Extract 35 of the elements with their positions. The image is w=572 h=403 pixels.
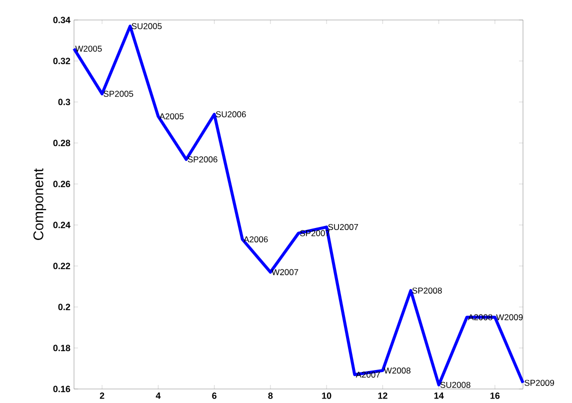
- annotation: SP2008: [412, 288, 442, 294]
- annotation: SU2006: [216, 111, 246, 118]
- annotation: SU2007: [328, 224, 358, 230]
- annotation: W2008: [384, 368, 410, 374]
- y-tick-label: 0.28: [53, 140, 70, 146]
- annotation: A2008: [468, 314, 492, 320]
- y-tick-label: 0.16: [53, 386, 70, 392]
- line-series: [72, 24, 524, 386]
- x-tick-label: 12: [378, 392, 388, 399]
- annotation: SP2005: [104, 90, 134, 97]
- x-tick-label: 2: [100, 392, 104, 399]
- y-tick-label: 0.3: [58, 98, 70, 106]
- x-tick-label: 10: [322, 392, 332, 399]
- x-tick-label: 16: [490, 392, 500, 399]
- x-tick-label: 8: [268, 392, 273, 399]
- x-tick-label: 6: [212, 392, 216, 399]
- y-tick-label: 0.22: [53, 262, 70, 270]
- x-tick-label: 14: [434, 392, 444, 399]
- annotation: W2007: [272, 269, 298, 276]
- y-tick-label: 0.26: [53, 180, 70, 188]
- y-tick-label: 0.2: [58, 304, 70, 310]
- annotation: SP2006: [188, 156, 218, 162]
- annotation: SU2005: [132, 23, 162, 30]
- y-tick-label: 0.32: [53, 58, 70, 64]
- annotation: SP2009: [524, 380, 554, 386]
- annotation: SU2008: [440, 382, 470, 388]
- x-tick-label: 4: [156, 392, 161, 399]
- y-tick-label: 0.18: [53, 344, 70, 352]
- y-tick-label: 0.24: [53, 222, 70, 228]
- y-tick-label: 0.34: [53, 16, 70, 24]
- annotation: W2005: [75, 46, 102, 52]
- y-axis-title: Component: [33, 168, 46, 240]
- annotation: W2009: [496, 314, 523, 320]
- annotation: A2005: [159, 113, 184, 120]
- annotation: A2006: [244, 236, 268, 242]
